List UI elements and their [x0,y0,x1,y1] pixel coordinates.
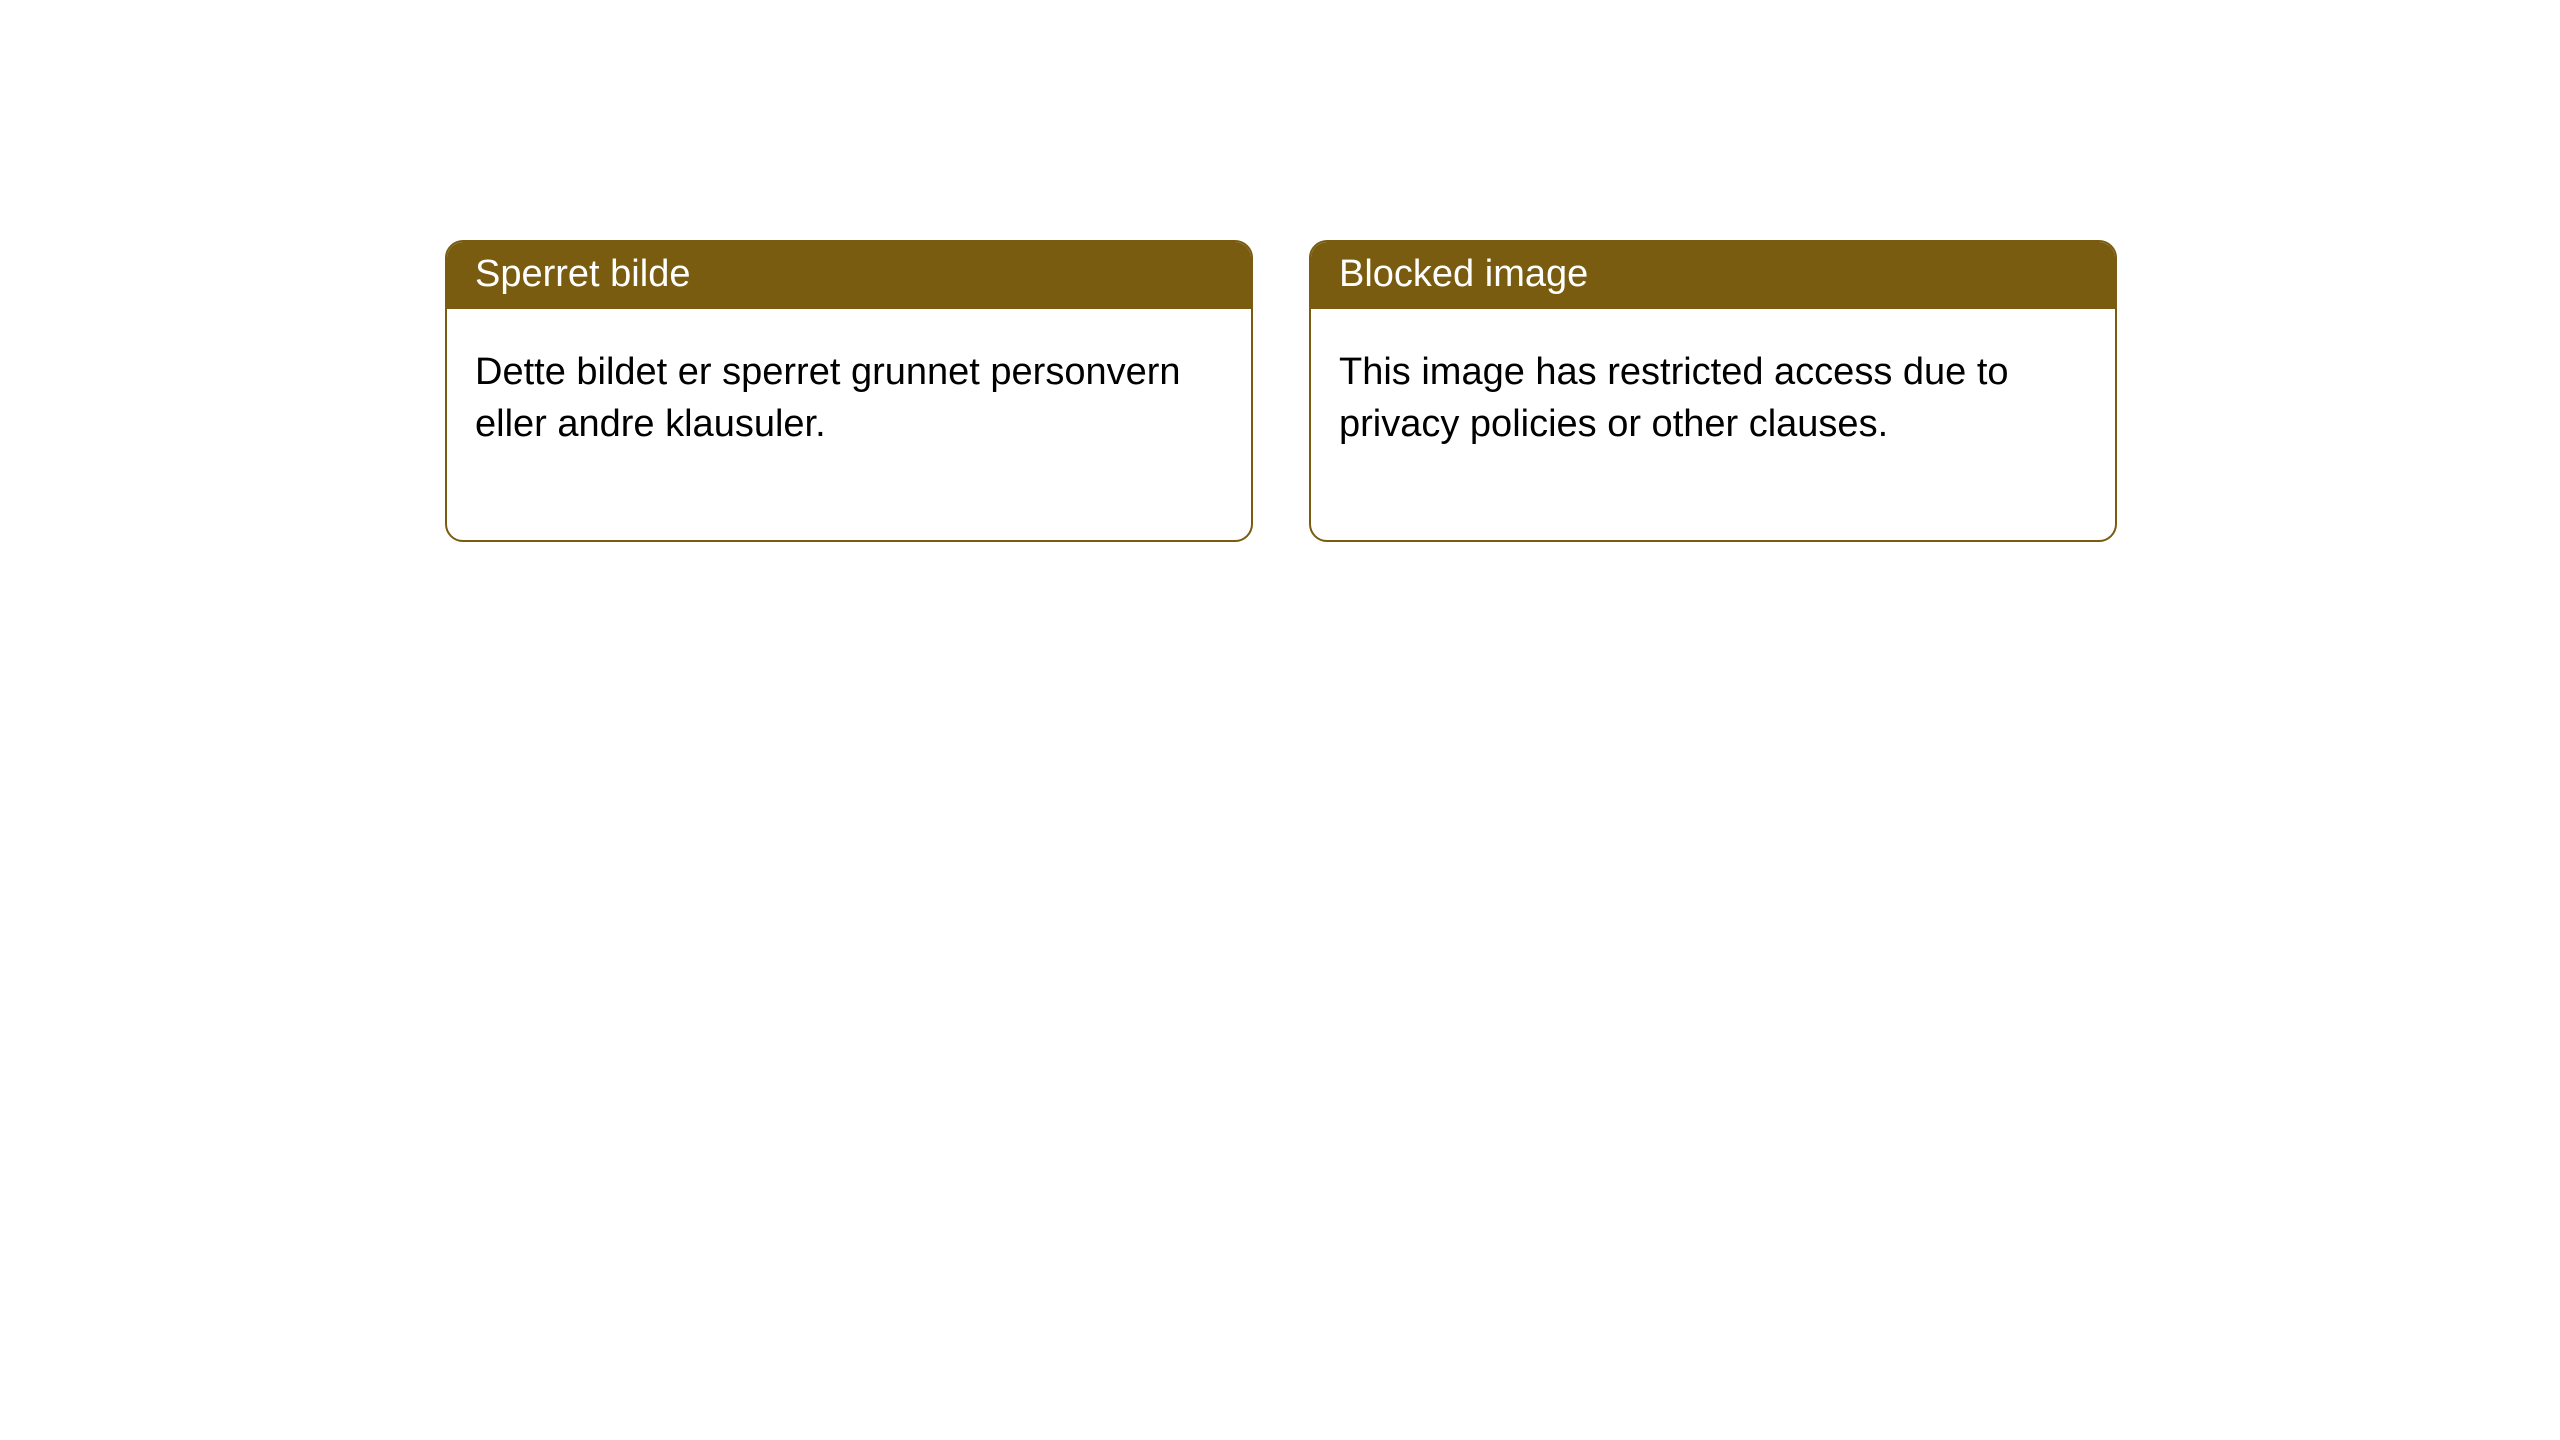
notice-container: Sperret bilde Dette bildet er sperret gr… [0,0,2560,542]
notice-body-norwegian: Dette bildet er sperret grunnet personve… [447,309,1251,540]
notice-title-norwegian: Sperret bilde [447,242,1251,309]
notice-card-english: Blocked image This image has restricted … [1309,240,2117,542]
notice-title-english: Blocked image [1311,242,2115,309]
notice-body-english: This image has restricted access due to … [1311,309,2115,540]
notice-card-norwegian: Sperret bilde Dette bildet er sperret gr… [445,240,1253,542]
